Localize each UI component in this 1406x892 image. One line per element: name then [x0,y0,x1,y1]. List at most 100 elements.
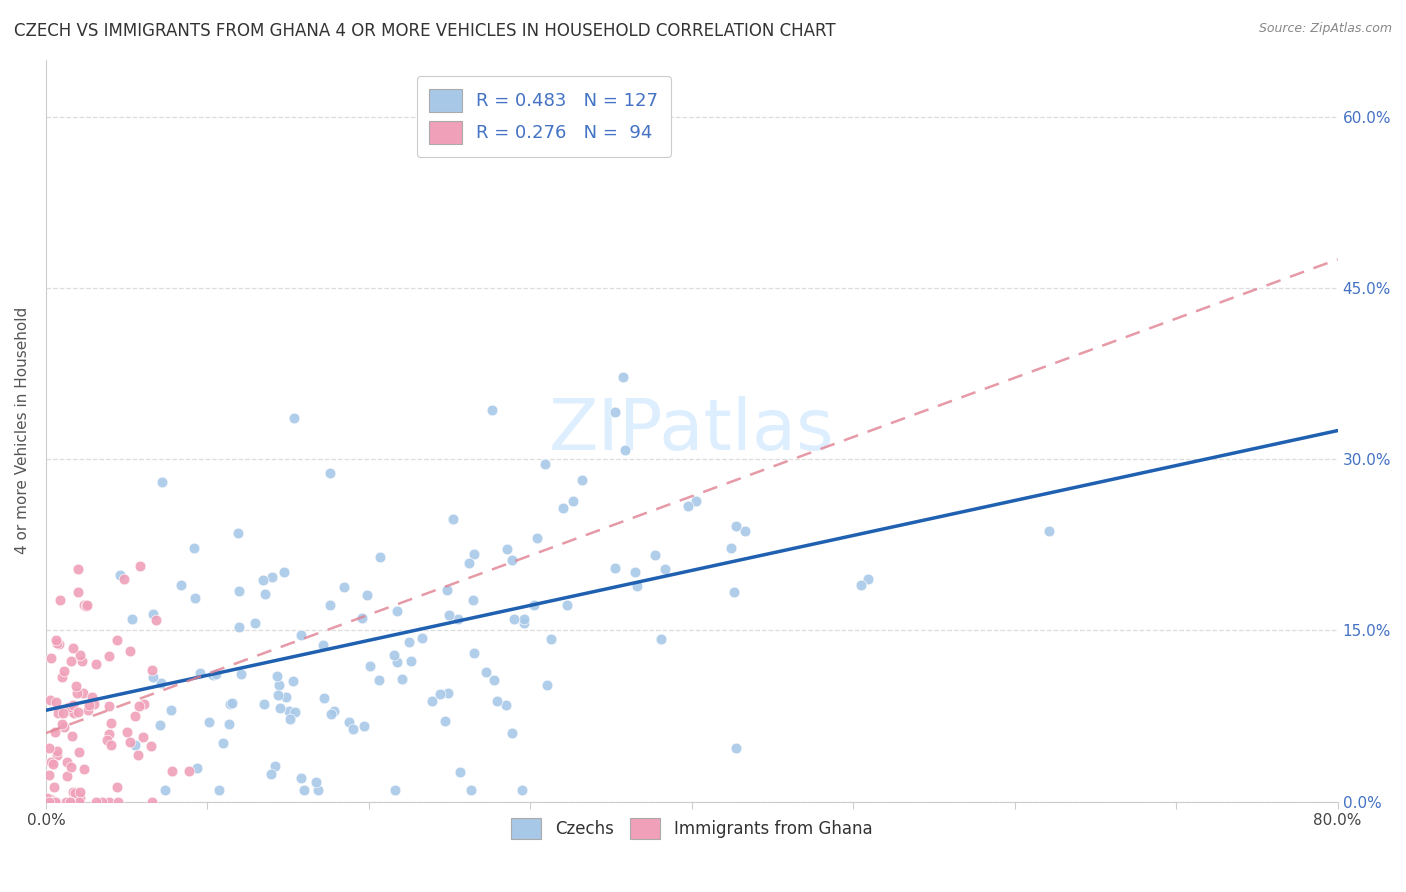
Point [725,519,748,533]
Point [352,611,374,625]
Point [150,475,173,489]
Point [179,764,201,779]
Point [420,694,443,708]
Point [84,795,107,809]
Point [76,598,98,612]
Point [723,585,745,599]
Point [63,706,86,720]
Point [46,747,69,762]
Point [384,783,406,797]
Point [98,648,121,663]
Point [141,663,163,677]
Point [53,664,76,678]
Point [141,795,163,809]
Point [605,405,627,419]
Point [368,550,391,565]
Point [39,650,62,665]
Point [571,473,593,487]
Point [446,612,468,626]
Point [41,795,63,809]
Point [273,565,295,579]
Point [77,698,100,713]
Point [342,723,364,737]
Point [503,612,526,626]
Point [534,457,557,471]
Point [429,688,451,702]
Point [229,667,252,681]
Point [644,548,666,562]
Point [204,666,226,681]
Point [253,697,276,711]
Point [100,716,122,731]
Point [292,783,315,797]
Point [284,706,307,720]
Text: ZIPatlas: ZIPatlas [548,396,835,465]
Point [536,678,558,692]
Point [62,640,84,655]
Point [107,795,129,809]
Point [44,780,66,795]
Point [523,598,546,612]
Point [626,579,648,593]
Point [267,688,290,702]
Point [98,727,121,741]
Point [45,695,67,709]
Point [260,570,283,584]
Point [305,775,328,789]
Point [278,704,301,718]
Point [254,587,277,601]
Point [44,795,66,809]
Point [314,690,336,705]
Point [124,709,146,723]
Point [391,672,413,686]
Point [201,668,224,682]
Point [319,466,342,480]
Point [83,697,105,711]
Point [38,768,60,782]
Point [127,747,149,762]
Point [170,578,193,592]
Point [59,654,82,668]
Point [382,648,405,663]
Point [51,717,73,731]
Point [623,565,645,579]
Point [150,676,173,690]
Point [197,714,219,729]
Point [481,403,503,417]
Point [441,512,464,526]
Point [186,761,208,775]
Point [105,632,128,647]
Text: Source: ZipAtlas.com: Source: ZipAtlas.com [1258,22,1392,36]
Point [128,699,150,714]
Point [67,795,90,809]
Point [67,745,90,759]
Point [69,648,91,662]
Point [856,572,879,586]
Point [52,720,75,734]
Point [72,599,94,613]
Point [105,780,128,795]
Point [56,769,79,783]
Point [56,755,79,769]
Point [100,738,122,752]
Point [562,494,585,508]
Point [49,593,72,607]
Point [243,616,266,631]
Point [513,612,536,626]
Point [66,686,89,700]
Point [278,712,301,726]
Point [39,795,62,809]
Point [183,591,205,606]
Point [356,589,378,603]
Point [510,783,533,797]
Point [134,698,156,712]
Point [221,696,243,710]
Point [62,785,84,799]
Point [411,631,433,645]
Point [321,706,343,721]
Point [52,706,75,720]
Point [463,547,485,561]
Point [73,762,96,776]
Point [482,673,505,687]
Point [849,578,872,592]
